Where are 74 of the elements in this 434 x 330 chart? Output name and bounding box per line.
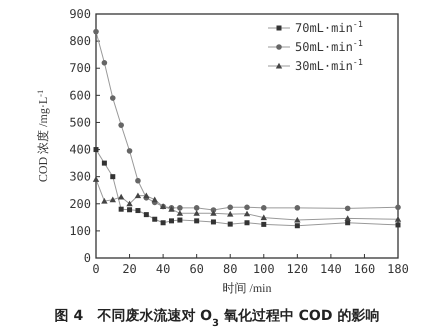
point <box>92 176 100 182</box>
y-tick-label: 100 <box>69 224 91 238</box>
point <box>152 216 158 222</box>
point <box>395 204 401 210</box>
y-tick-label: 0 <box>84 251 91 265</box>
point <box>345 220 350 226</box>
point <box>344 206 350 212</box>
x-axis-title: 时间 /min <box>222 281 272 295</box>
x-tick-label: 0 <box>92 262 100 276</box>
point <box>143 192 150 198</box>
text: 图 4 不同废水流速对 O$_{3}$ 氧化过程中 COD 的影响 <box>54 307 380 328</box>
x-tick-label: 180 <box>387 262 409 276</box>
point <box>118 122 124 128</box>
point <box>260 214 267 220</box>
point <box>294 216 301 223</box>
y-tick-label: 200 <box>69 196 91 211</box>
point <box>101 198 108 204</box>
x-tick-label: 120 <box>286 262 308 276</box>
point <box>261 222 266 227</box>
point <box>110 196 116 202</box>
point <box>110 95 116 101</box>
x-tick-label: 60 <box>189 262 204 276</box>
legend-label: 30mL·min$^{-1}$ <box>295 57 363 73</box>
x-tick-label: 160 <box>354 262 376 276</box>
point <box>135 178 141 184</box>
point <box>394 216 402 222</box>
y-tick-label: 500 <box>69 115 91 130</box>
x-tick-label: 40 <box>156 262 170 276</box>
point <box>193 210 200 216</box>
point <box>294 223 300 228</box>
point <box>144 212 149 218</box>
point <box>126 200 133 206</box>
y-tick-label: 600 <box>69 88 91 102</box>
point <box>260 205 267 211</box>
x-tick-label: 100 <box>252 262 275 276</box>
point <box>110 174 116 180</box>
point <box>135 208 140 214</box>
point <box>210 210 217 216</box>
point <box>244 210 250 216</box>
point <box>177 205 183 211</box>
point <box>127 207 132 212</box>
point <box>102 160 107 166</box>
legend-label: 50mL·min$^{-1}$ <box>295 38 363 54</box>
point <box>194 205 200 211</box>
y-tick-label: 300 <box>69 170 91 184</box>
point <box>396 222 400 228</box>
point <box>194 218 200 224</box>
point <box>134 192 142 198</box>
point <box>344 215 351 221</box>
x-tick-label: 20 <box>122 262 137 276</box>
y-tick-label: 400 <box>69 142 91 157</box>
point <box>160 220 166 226</box>
point <box>210 219 216 224</box>
x-tick-label: 80 <box>222 262 238 276</box>
point <box>93 28 99 34</box>
point <box>227 204 234 210</box>
point <box>228 222 233 227</box>
point <box>118 206 124 212</box>
point <box>152 196 158 202</box>
y-tick-label: 800 <box>69 34 91 48</box>
point <box>102 60 108 66</box>
x-tick-label: 140 <box>320 262 342 276</box>
legend-label: 70mL·min$^{-1}$ <box>295 19 363 35</box>
point <box>177 218 182 223</box>
point <box>126 148 132 154</box>
point <box>118 194 124 200</box>
point <box>294 205 300 211</box>
y-tick-label: 900 <box>69 7 91 21</box>
point <box>244 204 250 210</box>
point <box>176 210 184 216</box>
point <box>169 218 174 224</box>
point <box>227 210 234 217</box>
point <box>244 220 250 226</box>
y-tick-label: 700 <box>69 61 91 76</box>
